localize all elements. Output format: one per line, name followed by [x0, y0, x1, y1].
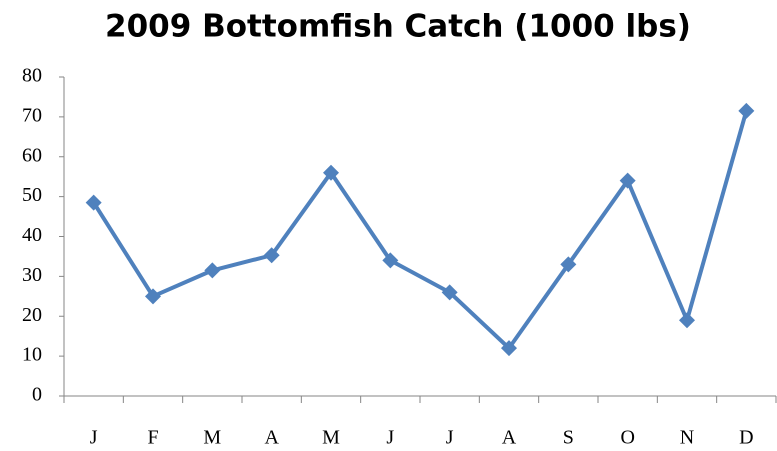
- x-tick-label: A: [264, 427, 279, 449]
- x-tick-label: A: [502, 427, 517, 449]
- y-tick-label: 40: [22, 224, 42, 246]
- y-tick-label: 70: [22, 104, 42, 126]
- x-tick-label: J: [446, 427, 454, 449]
- data-line: [91, 110, 749, 351]
- data-marker: [501, 340, 517, 357]
- x-tick-label: M: [203, 427, 221, 449]
- x-tick-label: S: [563, 427, 574, 449]
- x-tick-label: F: [147, 427, 158, 449]
- y-tick-label: 80: [22, 65, 42, 87]
- x-tick-label: O: [620, 427, 634, 449]
- data-marker: [738, 102, 755, 119]
- y-tick-label: 10: [22, 344, 42, 366]
- data-marker: [382, 252, 399, 269]
- y-tick-label: 20: [22, 304, 42, 326]
- data-marker: [323, 164, 339, 181]
- y-tick-label: 50: [22, 184, 42, 206]
- data-marker: [679, 312, 695, 329]
- data-marker: [145, 288, 161, 305]
- data-marker: [560, 256, 577, 273]
- x-tick-label: J: [90, 427, 98, 449]
- y-tick-label: 60: [22, 144, 42, 166]
- y-tick-label: 0: [32, 384, 42, 406]
- y-tick-label: 30: [22, 264, 42, 286]
- x-tick-label: N: [680, 427, 694, 449]
- x-tick-label: J: [386, 427, 394, 449]
- data-marker: [204, 262, 221, 279]
- chart-title: 2009 Bottomfish Catch (1000 lbs): [105, 9, 691, 45]
- data-marker: [619, 172, 636, 189]
- data-marker: [441, 284, 458, 301]
- data-marker: [263, 247, 280, 264]
- x-tick-label: D: [739, 427, 753, 449]
- x-tick-label: M: [322, 427, 340, 449]
- data-marker: [85, 194, 102, 211]
